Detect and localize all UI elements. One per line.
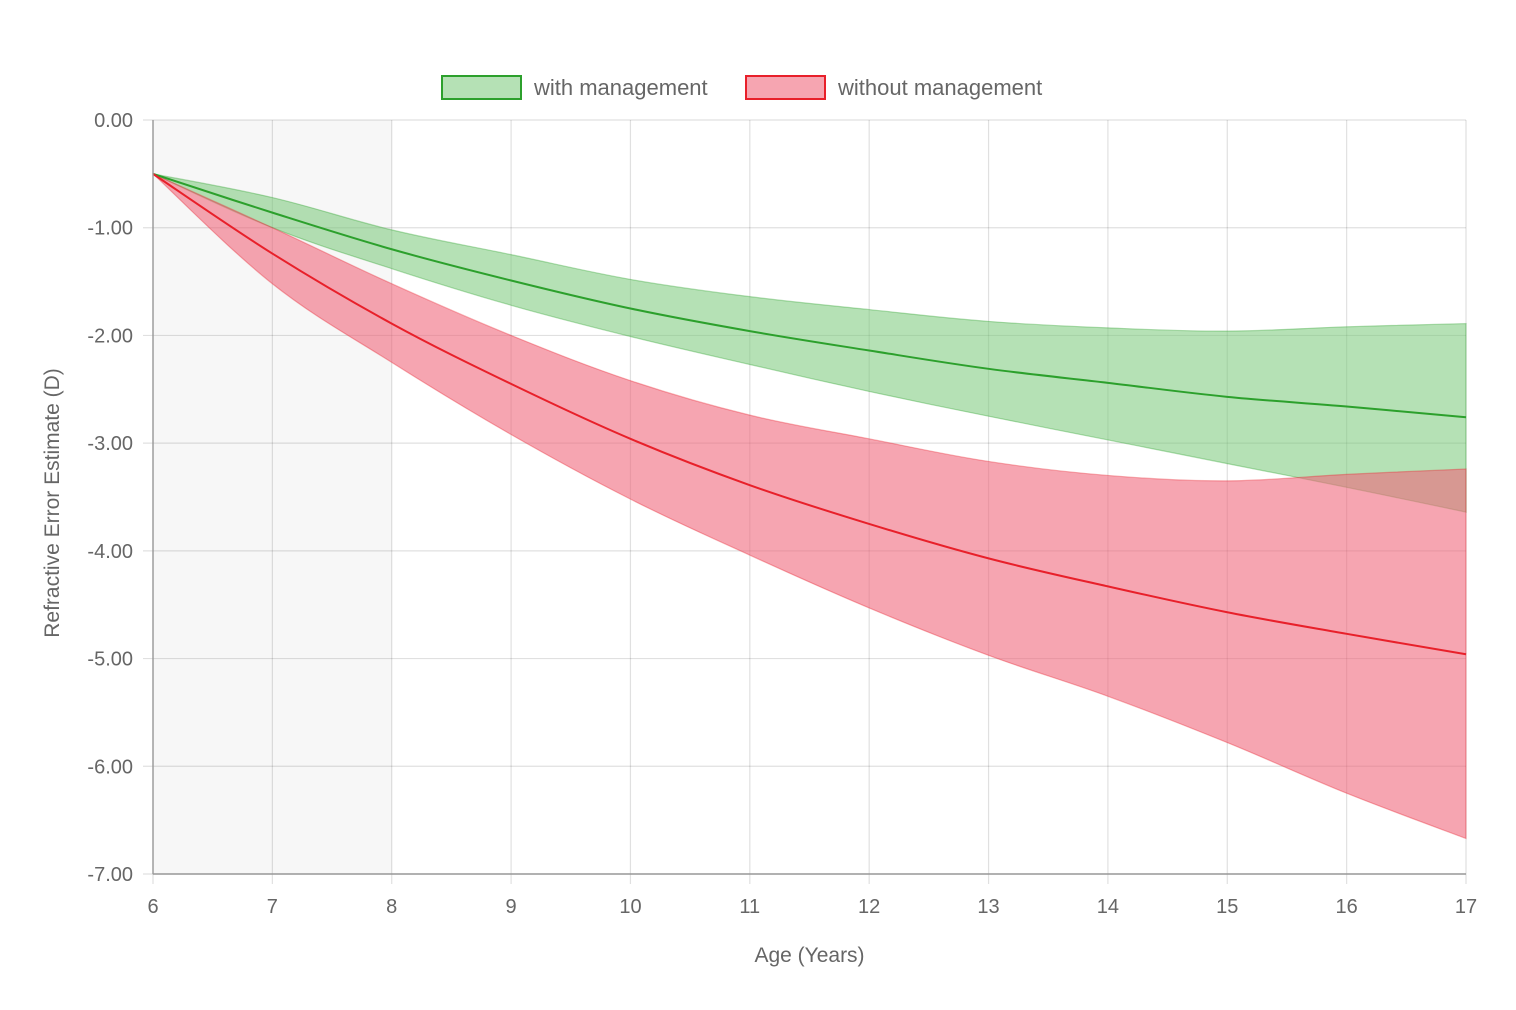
y-tick-labels: 0.00 -1.00 -2.00 -3.00 -4.00 -5.00 -6.00 -7.00 [87,110,133,886]
x-tick-label: 9 [506,896,517,918]
x-tick-label: 17 [1455,896,1477,918]
axes-layer [152,120,1466,875]
x-tick-label: 8 [386,896,397,918]
y-tick-label: 0.00 [94,110,133,132]
legend-label-without-management: without management [837,75,1042,100]
x-tick-label: 6 [147,896,158,918]
y-tick-label: -3.00 [87,433,133,455]
legend[interactable]: with management without management [441,75,1042,100]
series-lines-layer [152,172,1467,656]
y-tick-label: -4.00 [87,541,133,563]
x-tick-label: 16 [1336,896,1358,918]
x-tick-label: 12 [858,896,880,918]
series-line-with-management [152,172,1467,419]
x-tick-label: 14 [1097,896,1119,918]
x-axis-title: Age (Years) [754,944,864,967]
y-tick-label: -2.00 [87,325,133,347]
y-tick-label: -1.00 [87,218,133,240]
legend-swatch-with-management [441,75,522,100]
y-tick-label: -7.00 [87,864,133,886]
x-tick-label: 10 [619,896,641,918]
y-tick-label: -5.00 [87,649,133,671]
x-tick-label: 7 [267,896,278,918]
legend-label-with-management: with management [533,75,708,100]
y-tick-label: -6.00 [87,756,133,778]
x-tick-label: 13 [977,896,999,918]
legend-item-with-management[interactable]: with management [441,75,708,100]
x-tick-label: 15 [1216,896,1238,918]
legend-swatch-without-management [745,75,826,100]
legend-item-without-management[interactable]: without management [745,75,1042,100]
series-line-without-management [152,173,1467,656]
y-axis-title: Refractive Error Estimate (D) [41,368,64,638]
x-tick-label: 11 [739,896,760,918]
x-tick-labels: 6 7 8 9 10 11 12 13 14 15 16 17 [147,896,1477,918]
